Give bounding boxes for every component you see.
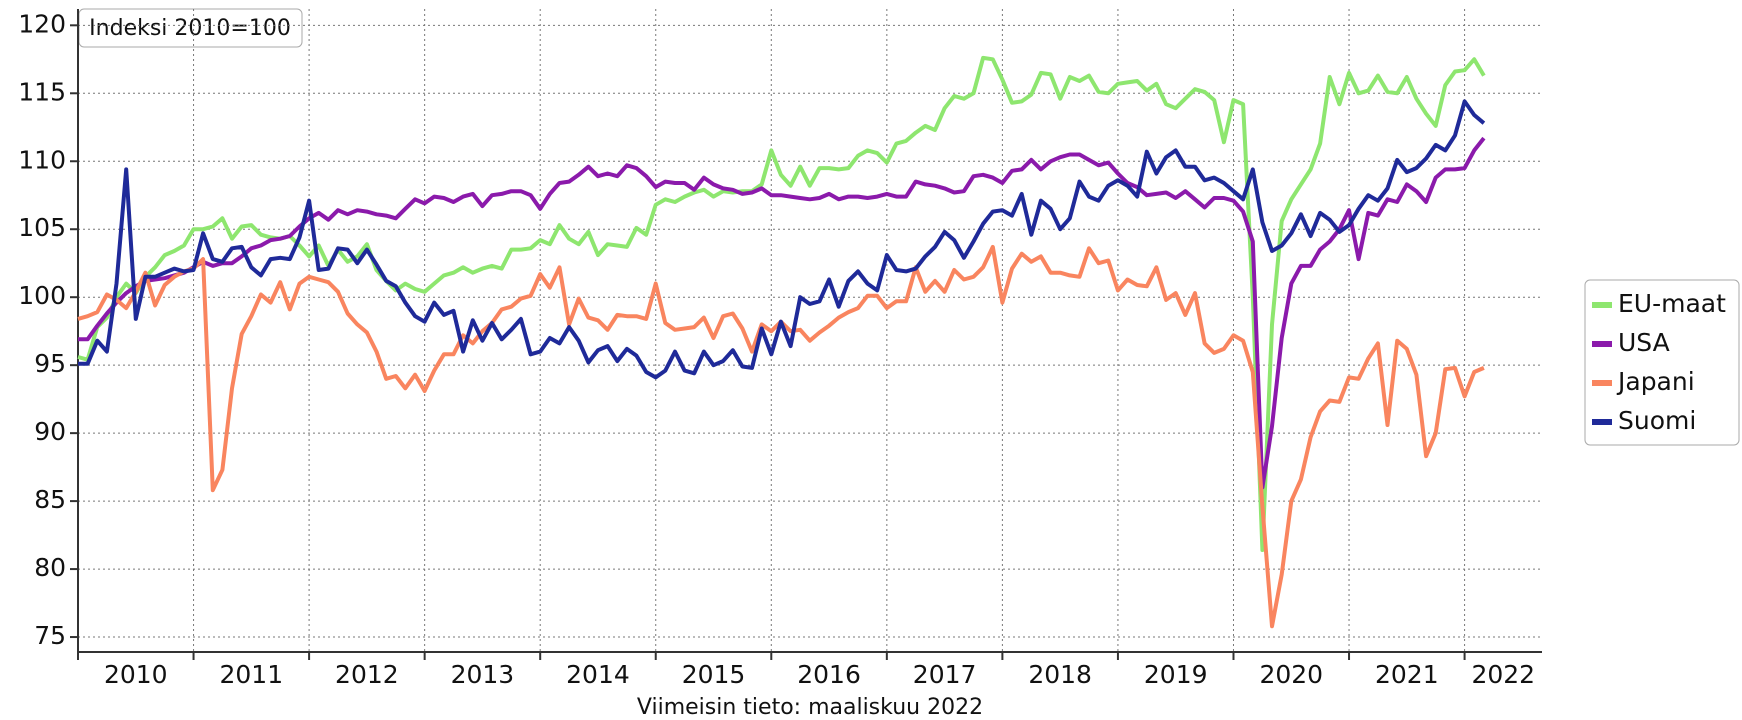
x-tick-label: 2019 [1144,660,1208,689]
y-tick-label: 115 [18,77,66,106]
y-tick-label: 95 [34,349,66,378]
x-tick-label: 2013 [451,660,515,689]
legend-label: Japani [1616,367,1695,396]
x-tick-label: 2010 [104,660,168,689]
y-tick-label: 110 [18,145,66,174]
chart-title: Indeksi 2010=100 [89,16,291,41]
x-tick-label: 2011 [220,660,284,689]
legend-label: Suomi [1618,406,1696,435]
legend: EU-maat USA Japani Suomi [1584,279,1740,446]
y-tick-label: 105 [18,213,66,242]
y-tick-label: 100 [18,281,66,310]
x-tick-label: 2012 [335,660,399,689]
legend-label: USA [1618,328,1670,357]
line-series [78,99,1486,380]
x-tick-label: 2018 [1028,660,1092,689]
x-tick-label: 2016 [797,660,861,689]
x-tick-label: 2020 [1259,660,1323,689]
y-tick-label: 75 [34,621,66,650]
x-tick-label: 2022 [1471,660,1535,689]
y-tick-label: 80 [34,553,66,582]
y-tick-label: 120 [18,9,66,38]
x-tick-label: 2017 [913,660,977,689]
legend-label: EU-maat [1618,289,1726,318]
x-tick-label: 2014 [566,660,630,689]
x-axis-label: Viimeisin tieto: maaliskuu 2022 [637,695,983,720]
y-tick-label: 90 [34,417,66,446]
y-tick-label: 85 [34,485,66,514]
x-tick-label: 2015 [682,660,746,689]
x-tick-label: 2021 [1375,660,1439,689]
legend-box [1584,279,1740,446]
